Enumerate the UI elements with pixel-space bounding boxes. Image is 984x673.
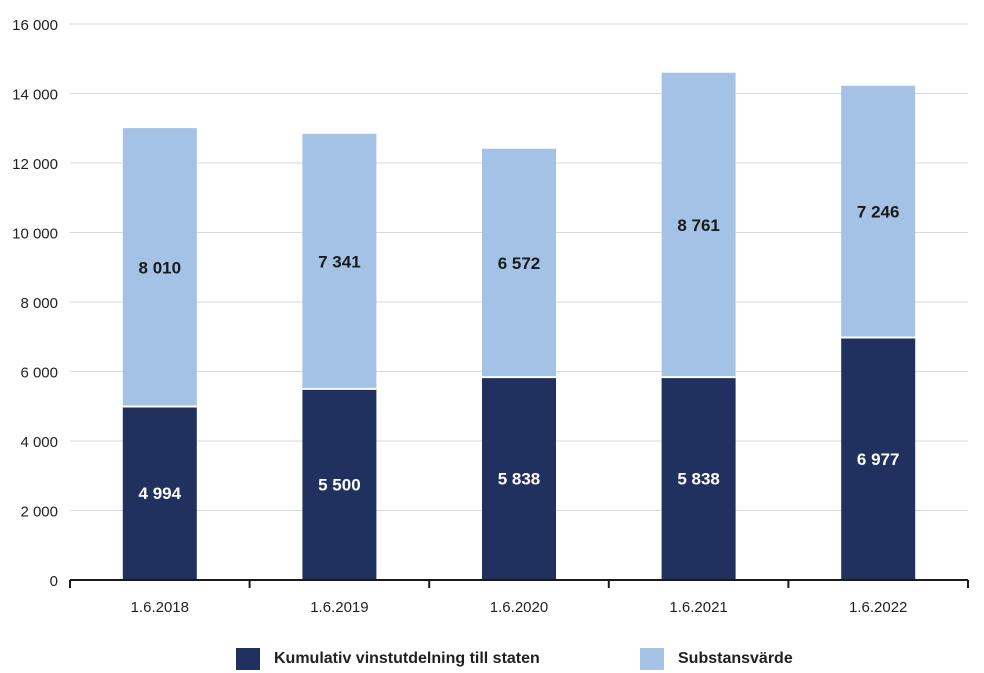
data-label-series-2: 7 246 — [857, 203, 900, 222]
data-label-series-1: 4 994 — [139, 484, 182, 503]
data-label-series-2: 8 010 — [139, 258, 182, 277]
x-tick-label: 1.6.2022 — [849, 599, 907, 616]
legend-item-series-2: Substansvärde — [640, 648, 793, 670]
data-label-series-2: 8 761 — [677, 216, 720, 235]
legend-swatch-series-2 — [640, 648, 664, 670]
stacked-bar-chart: 0 2 000 4 000 6 000 8 000 10 000 12 000 14 000 1… — [12, 17, 969, 616]
bar-series-2 — [482, 148, 556, 378]
legend-label-series-1: Kumulativ vinstutdelning till staten — [274, 650, 540, 667]
y-tick-label: 4 000 — [20, 434, 58, 451]
bar-series-1 — [841, 337, 916, 580]
y-axis-tick-labels: 0 2 000 4 000 6 000 8 000 10 000 12 000 14 000 1… — [12, 17, 58, 590]
bar-series-1 — [482, 377, 556, 580]
data-label-series-1: 6 977 — [857, 450, 900, 469]
legend-item-series-1: Kumulativ vinstutdelning till staten — [236, 648, 540, 670]
y-tick-label: 14 000 — [12, 87, 58, 104]
bar-series-1 — [122, 406, 197, 580]
data-labels: 4 994 8 010 5 500 7 341 5 838 6 572 5 838 8 761… — [139, 203, 900, 504]
y-tick-label: 0 — [50, 573, 58, 590]
bar-series-1 — [302, 388, 377, 580]
x-axis-tick-labels: 1.6.2018 1.6.2019 1.6.2020 1.6.2021 1.6.2022 — [131, 599, 908, 616]
bar-series-1 — [661, 377, 736, 580]
legend: Kumulativ vinstutdelning till staten Sub… — [0, 648, 984, 672]
data-label-series-1: 5 838 — [677, 470, 720, 489]
x-tick-label: 1.6.2021 — [669, 599, 727, 616]
x-tick-label: 1.6.2019 — [310, 599, 368, 616]
data-label-series-2: 6 572 — [498, 254, 541, 273]
y-tick-label: 6 000 — [20, 365, 58, 382]
bar-series-2 — [122, 128, 197, 407]
data-label-series-2: 7 341 — [318, 252, 361, 271]
x-tick-label: 1.6.2018 — [131, 599, 189, 616]
bar-series-2 — [302, 133, 377, 389]
data-label-series-1: 5 838 — [498, 470, 541, 489]
y-tick-label: 10 000 — [12, 226, 58, 243]
y-tick-label: 8 000 — [20, 295, 58, 312]
legend-swatch-series-1 — [236, 648, 260, 670]
bars — [122, 72, 916, 580]
legend-label-series-2: Substansvärde — [678, 650, 793, 667]
y-tick-label: 2 000 — [20, 504, 58, 521]
data-label-series-1: 5 500 — [318, 475, 361, 494]
bar-series-2 — [841, 85, 916, 338]
bar-series-2 — [661, 72, 736, 378]
y-tick-label: 12 000 — [12, 156, 58, 173]
y-tick-label: 16 000 — [12, 17, 58, 34]
x-axis — [69, 579, 969, 588]
x-tick-label: 1.6.2020 — [490, 599, 548, 616]
